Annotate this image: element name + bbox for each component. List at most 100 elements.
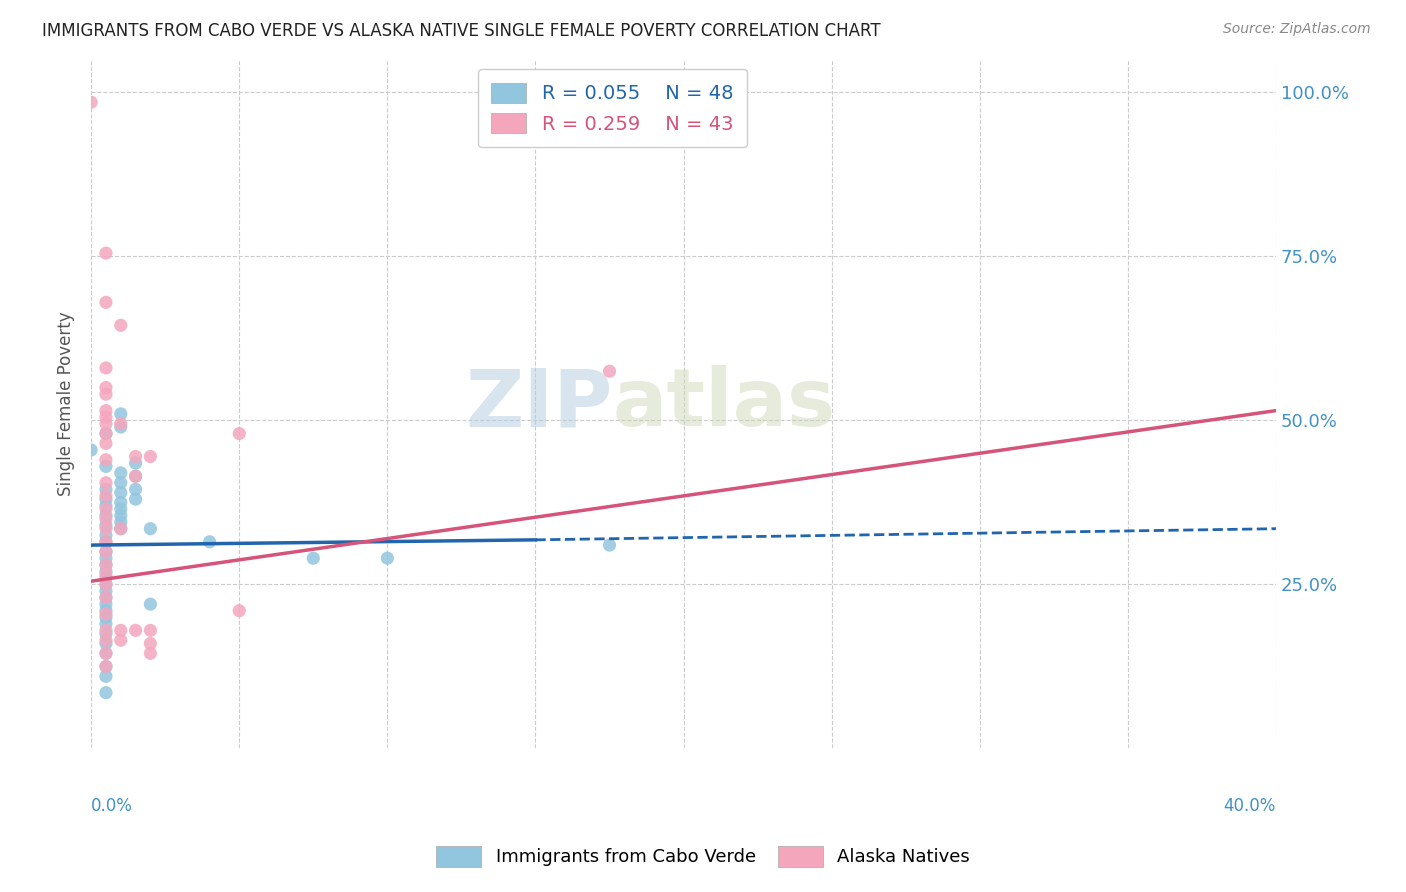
Point xyxy=(94,452,117,467)
Point xyxy=(599,538,621,552)
Point xyxy=(228,604,250,618)
Point xyxy=(124,492,146,507)
Point xyxy=(94,246,117,260)
Point xyxy=(94,686,117,700)
Point xyxy=(94,558,117,572)
Point xyxy=(94,636,117,650)
Point xyxy=(110,485,132,500)
Text: ZIP: ZIP xyxy=(465,365,613,443)
Point xyxy=(377,551,399,566)
Point xyxy=(94,659,117,673)
Point xyxy=(80,95,103,110)
Point xyxy=(94,403,117,417)
Point xyxy=(94,571,117,585)
Point xyxy=(110,466,132,480)
Text: atlas: atlas xyxy=(613,365,835,443)
Text: 0.0%: 0.0% xyxy=(91,797,134,814)
Point xyxy=(139,597,162,611)
Point xyxy=(94,295,117,310)
Point xyxy=(94,534,117,549)
Point xyxy=(139,646,162,660)
Point xyxy=(110,417,132,431)
Point xyxy=(94,361,117,376)
Point xyxy=(94,502,117,516)
Point xyxy=(124,483,146,497)
Point xyxy=(94,489,117,503)
Point xyxy=(94,646,117,660)
Point xyxy=(110,508,132,523)
Point xyxy=(94,626,117,640)
Point xyxy=(94,577,117,591)
Point xyxy=(94,604,117,618)
Point xyxy=(94,436,117,450)
Point xyxy=(94,534,117,549)
Point xyxy=(139,522,162,536)
Text: 40.0%: 40.0% xyxy=(1223,797,1277,814)
Point xyxy=(94,551,117,566)
Point xyxy=(94,426,117,441)
Point xyxy=(110,515,132,529)
Point xyxy=(124,450,146,464)
Point xyxy=(124,624,146,638)
Point xyxy=(94,565,117,579)
Point xyxy=(94,459,117,474)
Point xyxy=(94,616,117,631)
Point xyxy=(94,624,117,638)
Point xyxy=(94,610,117,624)
Point xyxy=(94,528,117,542)
Point xyxy=(94,577,117,591)
Point xyxy=(110,318,132,333)
Point xyxy=(94,597,117,611)
Point xyxy=(94,387,117,401)
Point xyxy=(94,646,117,660)
Point xyxy=(94,512,117,526)
Point xyxy=(110,522,132,536)
Point xyxy=(139,450,162,464)
Point xyxy=(139,636,162,650)
Point xyxy=(94,544,117,558)
Point xyxy=(94,522,117,536)
Point xyxy=(302,551,325,566)
Point xyxy=(94,475,117,490)
Point xyxy=(94,607,117,621)
Point xyxy=(94,567,117,582)
Point xyxy=(94,499,117,513)
Point xyxy=(94,483,117,497)
Point xyxy=(139,624,162,638)
Point xyxy=(94,584,117,599)
Point xyxy=(110,522,132,536)
Point xyxy=(94,426,117,441)
Point xyxy=(110,475,132,490)
Text: IMMIGRANTS FROM CABO VERDE VS ALASKA NATIVE SINGLE FEMALE POVERTY CORRELATION CH: IMMIGRANTS FROM CABO VERDE VS ALASKA NAT… xyxy=(42,22,880,40)
Point xyxy=(94,417,117,431)
Point xyxy=(599,364,621,378)
Point xyxy=(80,442,103,457)
Point xyxy=(110,495,132,509)
Legend: R = 0.055    N = 48, R = 0.259    N = 43: R = 0.055 N = 48, R = 0.259 N = 43 xyxy=(478,70,747,147)
Point xyxy=(110,624,132,638)
Legend: Immigrants from Cabo Verde, Alaska Natives: Immigrants from Cabo Verde, Alaska Nativ… xyxy=(429,838,977,874)
Point xyxy=(94,633,117,648)
Point xyxy=(94,659,117,673)
Point xyxy=(94,508,117,523)
Point xyxy=(110,502,132,516)
Point xyxy=(94,669,117,683)
Point xyxy=(94,591,117,605)
Point xyxy=(110,633,132,648)
Point xyxy=(94,410,117,425)
Point xyxy=(228,426,250,441)
Point xyxy=(198,534,221,549)
Point xyxy=(110,407,132,421)
Point xyxy=(110,420,132,434)
Point xyxy=(94,381,117,395)
Point xyxy=(94,558,117,572)
Point xyxy=(124,456,146,470)
Text: Source: ZipAtlas.com: Source: ZipAtlas.com xyxy=(1223,22,1371,37)
Point xyxy=(94,492,117,507)
Point xyxy=(124,469,146,483)
Point xyxy=(94,544,117,558)
Point xyxy=(124,469,146,483)
Y-axis label: Single Female Poverty: Single Female Poverty xyxy=(58,311,75,496)
Point xyxy=(94,518,117,533)
Point xyxy=(94,591,117,605)
